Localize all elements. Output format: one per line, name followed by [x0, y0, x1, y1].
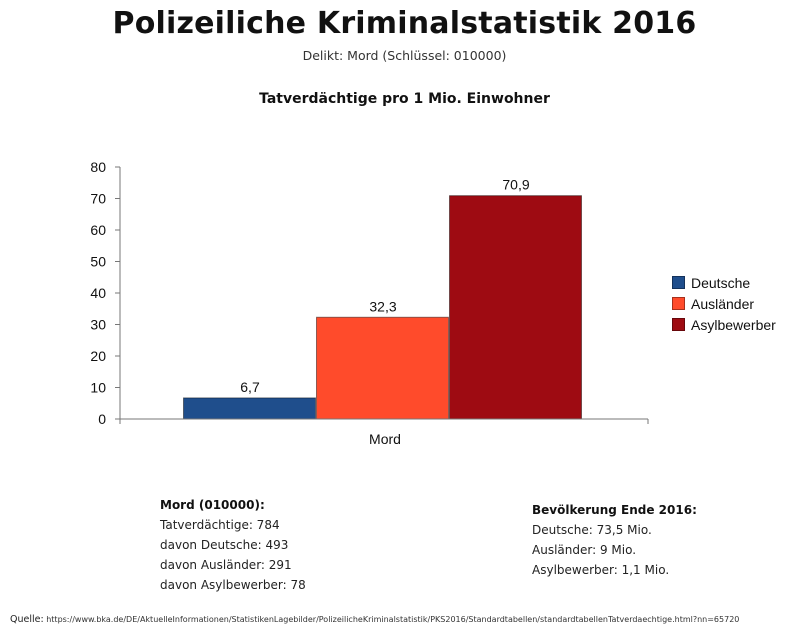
- legend-item-deutsche: Deutsche: [672, 272, 776, 293]
- stats-mord-line: Tatverdächtige: 784: [160, 518, 280, 532]
- page-subtitle: Delikt: Mord (Schlüssel: 010000): [302, 48, 507, 63]
- stats-mord-line: davon Ausländer: 291: [160, 558, 292, 572]
- stats-mord-line: davon Asylbewerber: 78: [160, 578, 306, 592]
- legend: Deutsche Ausländer Asylbewerber: [672, 272, 776, 335]
- stats-population: Bevölkerung Ende 2016: Deutsche: 73,5 Mi…: [532, 500, 697, 580]
- bar-asylbewerber: [449, 195, 582, 420]
- x-axis: Mord: [119, 418, 649, 447]
- stats-population-line: Deutsche: 73,5 Mio.: [532, 523, 652, 537]
- stats-mord-heading: Mord (010000):: [160, 498, 265, 512]
- legend-item-auslaender: Ausländer: [672, 293, 776, 314]
- stats-population-heading: Bevölkerung Ende 2016:: [532, 503, 697, 517]
- bar-chart: 0 10 20 30 40 50 60 70 80 6,7 32,3 70,9 Mord: [90, 159, 649, 447]
- bar-label-deutsche: 6,7: [240, 379, 260, 395]
- x-category-label: Mord: [369, 431, 401, 447]
- y-tick-label: 70: [90, 191, 106, 207]
- legend-swatch-deutsche: [672, 276, 685, 289]
- y-tick-label: 60: [90, 222, 106, 238]
- legend-label-deutsche: Deutsche: [691, 274, 751, 291]
- source-line: Quelle: https://www.bka.de/DE/AktuelleIn…: [10, 614, 800, 625]
- y-axis: 0 10 20 30 40 50 60 70 80: [90, 159, 121, 427]
- bar-deutsche: [183, 397, 316, 420]
- stats-population-line: Ausländer: 9 Mio.: [532, 543, 637, 557]
- y-tick-label: 10: [90, 380, 106, 396]
- source-label: Quelle:: [10, 614, 44, 625]
- y-tick-label: 80: [90, 159, 106, 175]
- legend-label-asylbewerber: Asylbewerber: [691, 316, 776, 333]
- bar-label-auslaender: 32,3: [369, 298, 396, 314]
- bar-auslaender: [316, 316, 449, 420]
- source-url[interactable]: https://www.bka.de/DE/AktuelleInformatio…: [46, 615, 740, 624]
- y-tick-label: 20: [90, 348, 106, 364]
- legend-item-asylbewerber: Asylbewerber: [672, 314, 776, 335]
- stats-mord-line: davon Deutsche: 493: [160, 538, 289, 552]
- legend-swatch-auslaender: [672, 297, 685, 310]
- chart-title: Tatverdächtige pro 1 Mio. Einwohner: [259, 91, 550, 107]
- bar-labels: 6,7 32,3 70,9: [240, 177, 530, 395]
- stats-population-line: Asylbewerber: 1,1 Mio.: [532, 563, 670, 577]
- legend-label-auslaender: Ausländer: [691, 295, 755, 312]
- y-tick-label: 40: [90, 285, 106, 301]
- y-tick-label: 30: [90, 317, 106, 333]
- legend-swatch-asylbewerber: [672, 318, 685, 331]
- bar-label-asylbewerber: 70,9: [502, 177, 529, 193]
- y-tick-label: 0: [98, 411, 106, 427]
- page-title: Polizeiliche Kriminalstatistik 2016: [112, 6, 697, 41]
- stats-mord: Mord (010000): Tatverdächtige: 784 davon…: [160, 495, 306, 595]
- y-tick-label: 50: [90, 254, 106, 270]
- bars: [183, 195, 582, 420]
